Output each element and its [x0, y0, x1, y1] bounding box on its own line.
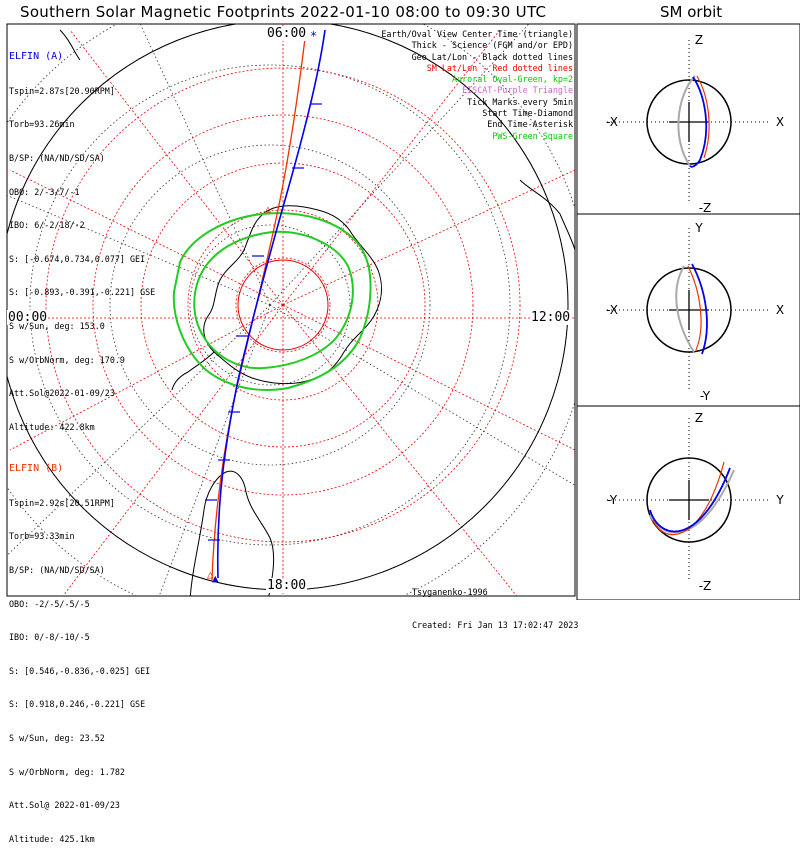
elfin-b-line: IBO: 0/-8/-10/-5	[9, 632, 90, 643]
elfin-a-name: ELFIN (A)	[9, 51, 64, 63]
elfin-b-line: Altitude: 425.1km	[9, 833, 95, 844]
sm-orbit-title: SM orbit	[660, 3, 723, 21]
legend-item: Geo Lat/Lon - Black dotted lines	[411, 51, 573, 62]
elfin-a-line: OBO: 2/-3/7/-1	[9, 186, 80, 197]
elfin-b-info: ELFIN (B) Tspin=2.92s[20.51RPM] Torb=93.…	[9, 441, 150, 856]
sm-earth-circle	[646, 457, 732, 543]
credits: Tsyganenko-1996 Created: Fri Jan 13 17:0…	[412, 565, 578, 642]
legend-item: PWS-Green Square	[492, 130, 573, 141]
sm-axis-label-right: X	[776, 115, 784, 129]
africa-coastline	[59, 29, 81, 61]
elfin-a-line: Tspin=2.87s[20.90RPM]	[9, 85, 115, 96]
antarctic-peninsula	[171, 351, 215, 391]
elfin-a-info: ELFIN (A) Tspin=2.87s[20.90RPM] Torb=93.…	[9, 29, 155, 444]
elfin-b-line: S: [0.546,-0.836,-0.025] GEI	[9, 665, 151, 676]
legend-item: Tick Marks every 5min	[467, 96, 573, 107]
elfin-a-line: Att.Sol@2022-01-09/23	[9, 388, 115, 399]
mlt-label-bottom: 18:00	[266, 578, 308, 593]
elfin-a-line: IBO: 6/-2/18/-2	[9, 220, 85, 231]
credit-created: Created: Fri Jan 13 17:02:47 2023	[412, 620, 579, 630]
elfin-a-line: S: [-0.674,0.734,0.077] GEI	[9, 253, 146, 264]
elfin-a-line: Altitude: 422.8km	[9, 421, 95, 432]
legend-item: Auroral Oval-Green, kp=2	[451, 74, 573, 85]
mlt-label-right: 12:00	[530, 310, 572, 325]
footprint-chart: * ▲ ◆ △ △ -XXZ-Z-XXY-Y-YYZ-Z	[6, 23, 800, 600]
elfin-b-line: S w/OrbNorm, deg: 1.782	[9, 766, 125, 777]
elfin-a-line: Torb=93.26min	[9, 119, 75, 130]
sm-orbit-gray	[675, 265, 695, 353]
elfin-b-line: Tspin=2.92s[20.51RPM]	[9, 497, 115, 508]
credit-model: Tsyganenko-1996	[412, 587, 488, 597]
sm-axis-label-top: Y	[694, 221, 703, 235]
sm-axis-label-left: -X	[606, 303, 618, 317]
geo-grid	[7, 24, 575, 596]
sm-orbit-gray	[677, 75, 696, 167]
elfin-b-line: Torb=93.33min	[9, 531, 75, 542]
legend-item: End Time-Asterisk	[487, 119, 573, 130]
page-title: Southern Solar Magnetic Footprints 2022-…	[20, 3, 547, 21]
elfin-b-view-marker: △	[265, 204, 271, 215]
sm-frame	[576, 23, 800, 600]
elfin-a-start-marker: *	[310, 29, 317, 43]
sm-axis-label-bottom: -Z	[699, 201, 712, 215]
elfin-a-line: S w/OrbNorm, deg: 170.9	[9, 354, 125, 365]
legend: Earth/Oval View Center Time (triangle) Th…	[381, 29, 573, 142]
sm-axis-label-bottom: -Y	[700, 389, 711, 403]
south-america-coastline	[189, 470, 275, 596]
elfin-b-name: ELFIN (B)	[9, 463, 64, 475]
elfin-a-line: S w/Sun, deg: 153.0	[9, 321, 105, 332]
elfin-a-ticks	[205, 103, 322, 541]
mlt-label-top: 06:00	[266, 26, 308, 41]
auroral-oval-outer	[172, 212, 372, 391]
elfin-b-line: Att.Sol@ 2022-01-09/23	[9, 800, 120, 811]
elfin-a-track	[216, 29, 326, 579]
sm-axis-label-right: Y	[775, 493, 784, 507]
legend-item: EISCAT-Purple Triangle	[462, 85, 573, 96]
legend-item: Thick - Science (FGM and/or EPD)	[411, 40, 573, 51]
sm-axis-label-top: Z	[695, 33, 703, 47]
elfin-b-end-marker: △	[207, 568, 214, 581]
elfin-b-line: S: [0.918,0.246,-0.221] GSE	[9, 699, 146, 710]
sm-axis-label-top: Z	[695, 411, 703, 425]
sm-pole-circle	[237, 259, 329, 351]
elfin-a-line: S: [-0.893,-0.391,-0.221] GSE	[9, 287, 156, 298]
sm-orbit-elfin-b	[687, 265, 702, 351]
sm-orbit-elfin-b	[652, 461, 725, 536]
legend-item: Start Time-Diamond	[482, 108, 573, 119]
elfin-a-end-marker: ▲	[212, 572, 219, 585]
elfin-b-track	[211, 29, 307, 581]
elfin-a-line: B/SP: (NA/ND/SD/SA)	[9, 153, 105, 164]
sm-orbit-elfin-a	[689, 76, 708, 168]
sm-axis-label-right: X	[776, 303, 784, 317]
legend-item: SM Lat/Lon - Red dotted lines	[426, 62, 573, 73]
sm-axis-label-left: -X	[606, 115, 618, 129]
sm-orbit-elfin-a	[649, 467, 731, 533]
legend-item: Earth/Oval View Center Time (triangle)	[381, 29, 573, 39]
sm-axis-label-bottom: -Z	[699, 579, 712, 593]
sm-orbit-gray	[649, 469, 735, 534]
sm-orbit-elfin-a	[691, 263, 708, 355]
sm-axis-label-left: -Y	[607, 493, 618, 507]
australia-coastline	[519, 179, 575, 251]
elfin-b-line: S w/Sun, deg: 23.52	[9, 733, 105, 744]
elfin-b-line: B/SP: (NA/ND/SD/SA)	[9, 565, 105, 576]
sm-orbit-elfin-b	[696, 75, 710, 159]
elfin-b-line: OBO: -2/-5/-5/-5	[9, 598, 90, 609]
mlt-label-left: 00:00	[7, 310, 49, 325]
auroral-oval-inner	[193, 230, 354, 370]
